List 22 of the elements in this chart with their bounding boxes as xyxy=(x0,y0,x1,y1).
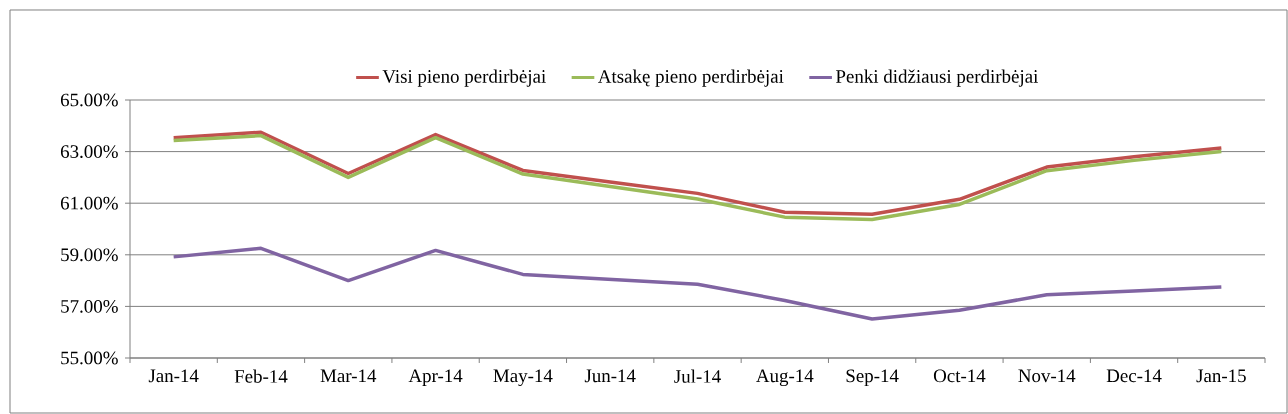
y-tick-label: 65.00% xyxy=(60,93,118,107)
x-tick-label: Aug-14 xyxy=(756,369,814,387)
x-tick-label: Feb-14 xyxy=(234,369,288,383)
legend-label: Visi pieno perdirbėjai xyxy=(382,69,546,87)
x-tick-label: Oct-14 xyxy=(933,369,986,383)
x-tick-label: Jul-14 xyxy=(674,369,721,383)
x-tick-label: Mar-14 xyxy=(320,369,377,383)
x-tick-label: Dec-14 xyxy=(1106,369,1162,383)
y-tick-label: 57.00% xyxy=(61,299,118,313)
x-tick-label: Sep-14 xyxy=(846,369,899,387)
x-tick-label: May-14 xyxy=(493,369,553,387)
x-tick-label: Jan-14 xyxy=(148,369,199,383)
legend-label: Atsakę pieno perdirbėjai xyxy=(597,69,784,87)
x-tick-label: Apr-14 xyxy=(408,369,463,387)
y-tick-label: 59.00% xyxy=(61,248,118,262)
legend-label: Penki didžiausi perdirbėjai xyxy=(835,69,1038,87)
x-tick-label: Nov-14 xyxy=(1018,369,1076,383)
y-tick-label: 61.00% xyxy=(60,196,118,210)
y-tick-label: 55.00% xyxy=(61,351,118,365)
x-tick-label: Jan-15 xyxy=(1196,369,1246,383)
x-tick-label: Jun-14 xyxy=(584,369,636,383)
y-tick-label: 63.00% xyxy=(60,145,118,159)
